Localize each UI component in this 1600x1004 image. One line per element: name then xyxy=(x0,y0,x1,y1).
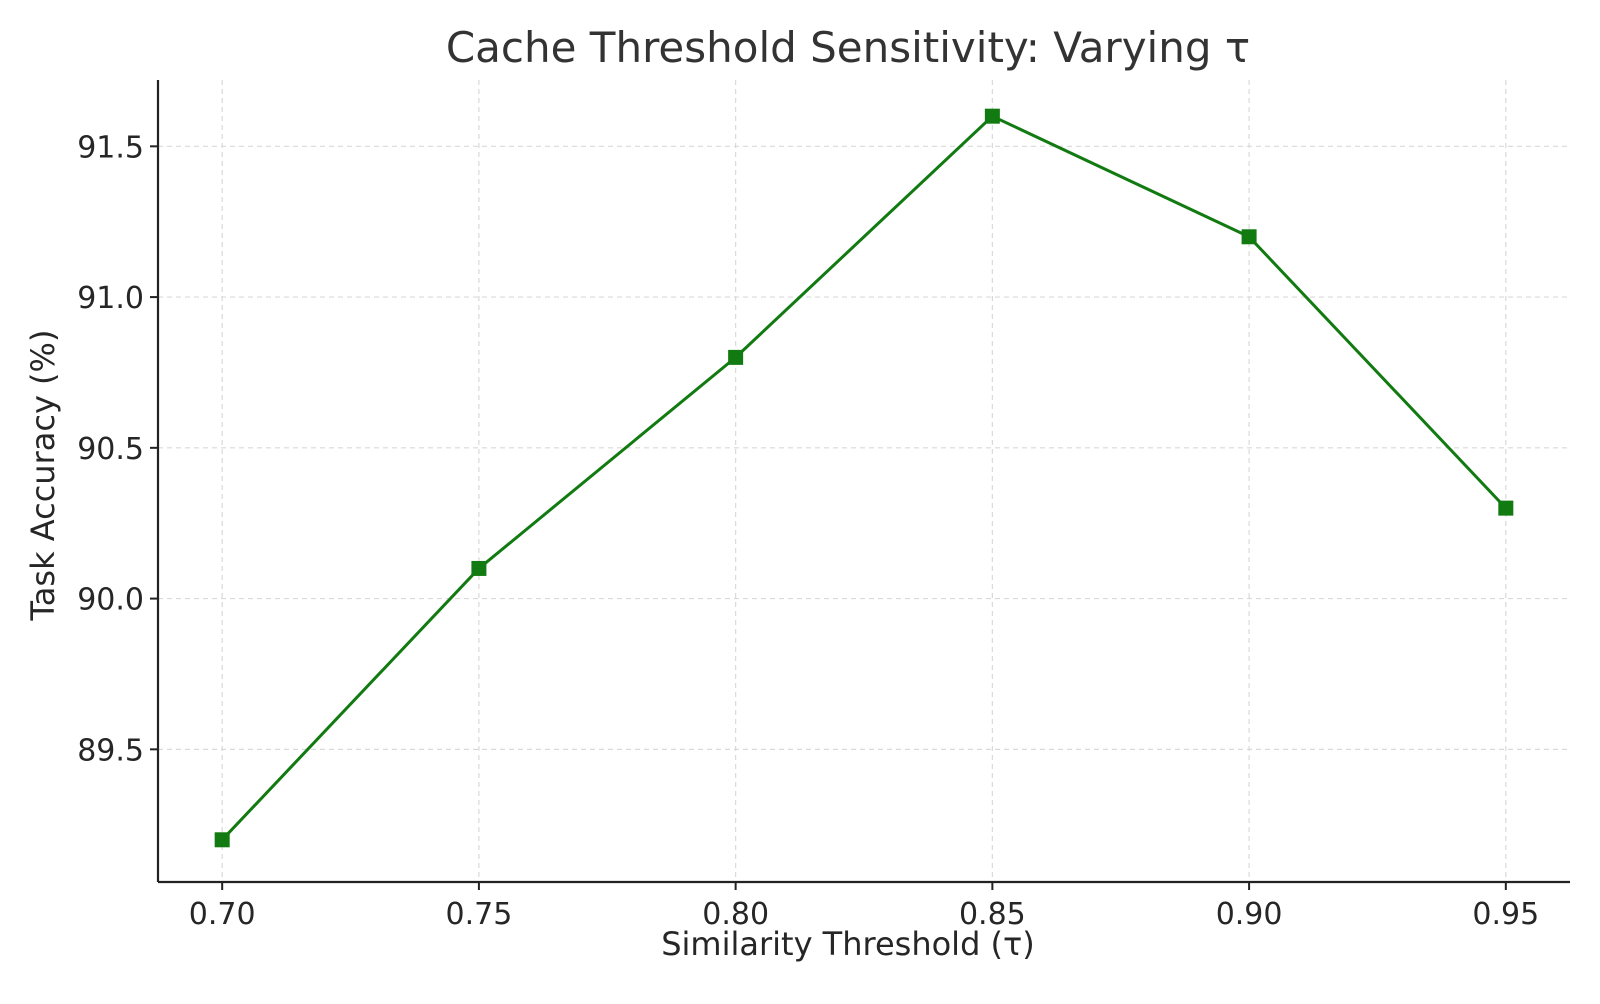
data-point-marker xyxy=(984,108,1000,124)
data-point-marker xyxy=(1498,500,1514,516)
chart-title: Cache Threshold Sensitivity: Varying τ xyxy=(446,23,1250,72)
y-axis-label: Task Accuracy (%) xyxy=(24,330,62,622)
x-tick-label: 0.75 xyxy=(446,897,513,932)
series-line xyxy=(221,114,1507,841)
tick-labels: 0.70 0.75 0.80 0.85 0.90 0.95 89.5 90.0 90.5 91.0… xyxy=(77,130,1539,932)
y-tick-label: 90.5 xyxy=(77,432,144,467)
x-tick-label: 0.90 xyxy=(1216,897,1283,932)
y-tick-label: 91.0 xyxy=(77,281,144,316)
y-tick-label: 91.5 xyxy=(77,130,144,165)
series-layer xyxy=(214,108,1514,848)
data-point-marker xyxy=(728,349,744,365)
y-tick-label: 89.5 xyxy=(77,733,144,768)
x-axis-label: Similarity Threshold (τ) xyxy=(661,925,1035,963)
y-tick-label: 90.0 xyxy=(77,583,144,618)
x-tick-label: 0.80 xyxy=(702,897,769,932)
data-point-marker xyxy=(1241,229,1257,245)
x-tick-label: 0.85 xyxy=(959,897,1026,932)
data-point-marker xyxy=(214,832,230,848)
axes xyxy=(150,80,1570,890)
grid xyxy=(158,80,1570,882)
x-tick-label: 0.70 xyxy=(189,897,256,932)
data-point-marker xyxy=(471,560,487,576)
x-tick-label: 0.95 xyxy=(1472,897,1539,932)
